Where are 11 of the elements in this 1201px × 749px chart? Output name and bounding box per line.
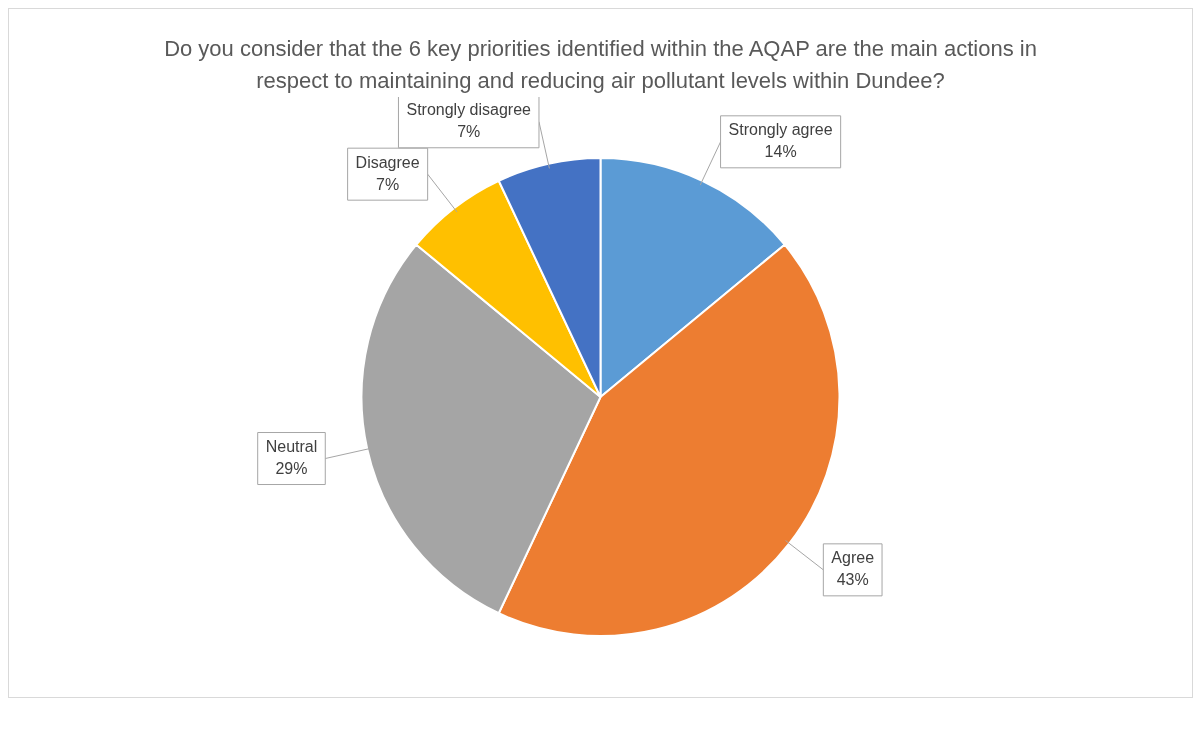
data-label: 14% <box>764 143 797 161</box>
chart-title: Do you consider that the 6 key priorities identified within the AQAP are the main actions in respect to maintaining and reducing air pollutant levels within Dundee? <box>163 35 1038 95</box>
data-label: 43% <box>836 571 869 589</box>
slice-label: Strongly agree <box>728 121 833 139</box>
slice-label: Neutral <box>265 437 318 455</box>
data-label: 29% <box>275 459 308 477</box>
slice-label: Agree <box>831 549 875 567</box>
data-label: 7% <box>376 175 400 193</box>
slice-label: Strongly disagree <box>406 101 532 119</box>
slice-label: Disagree <box>355 153 420 171</box>
data-label: 7% <box>457 123 481 141</box>
